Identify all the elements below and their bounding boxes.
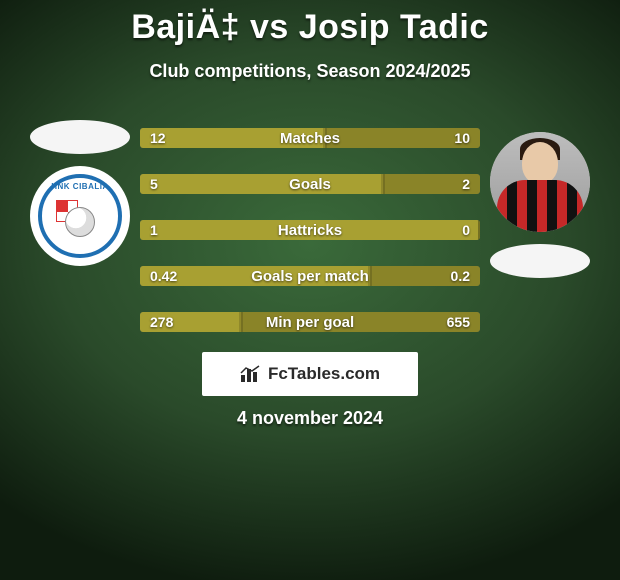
stat-row: Goals per match0.420.2 (140, 266, 480, 286)
bar-left (140, 220, 480, 240)
stats-bars: Matches1210 Goals52 Hattricks10 Goals per m… (140, 120, 480, 332)
bar-chart-icon (240, 365, 262, 383)
bar-right (383, 174, 480, 194)
player-head (522, 142, 558, 184)
footer-date: 4 november 2024 (0, 408, 620, 429)
left-player-placeholder-ellipse (30, 120, 130, 154)
stat-row: Min per goal278655 (140, 312, 480, 332)
infographic-root: BajiÄ‡ vs Josip Tadic Club competitions,… (0, 0, 620, 580)
bar-right (325, 128, 480, 148)
stat-row: Hattricks10 (140, 220, 480, 240)
stat-row: Goals52 (140, 174, 480, 194)
bar-left (140, 266, 370, 286)
branding-badge: FcTables.com (202, 352, 418, 396)
bar-right (478, 220, 480, 240)
player-torso (497, 180, 583, 232)
right-club-placeholder-ellipse (490, 244, 590, 278)
right-player-photo (490, 132, 590, 232)
club-badge-ring: HNK CIBALIA (38, 174, 122, 258)
bar-left (140, 312, 241, 332)
bar-left (140, 174, 383, 194)
branding-text: FcTables.com (268, 364, 380, 384)
player-silhouette (490, 132, 590, 232)
bar-right (370, 266, 480, 286)
left-club-badge: HNK CIBALIA (30, 166, 130, 266)
page-title: BajiÄ‡ vs Josip Tadic (0, 0, 620, 47)
bar-left (140, 128, 325, 148)
left-player-col: HNK CIBALIA (20, 120, 140, 332)
bar-right (241, 312, 480, 332)
right-player-col (480, 120, 600, 332)
club-badge-ball-icon (65, 207, 95, 237)
stat-row: Matches1210 (140, 128, 480, 148)
club-badge-text: HNK CIBALIA (42, 182, 118, 191)
page-subtitle: Club competitions, Season 2024/2025 (0, 61, 620, 82)
comparison-area: HNK CIBALIA Matches1210 Goals52 Hattricks1… (0, 120, 620, 332)
